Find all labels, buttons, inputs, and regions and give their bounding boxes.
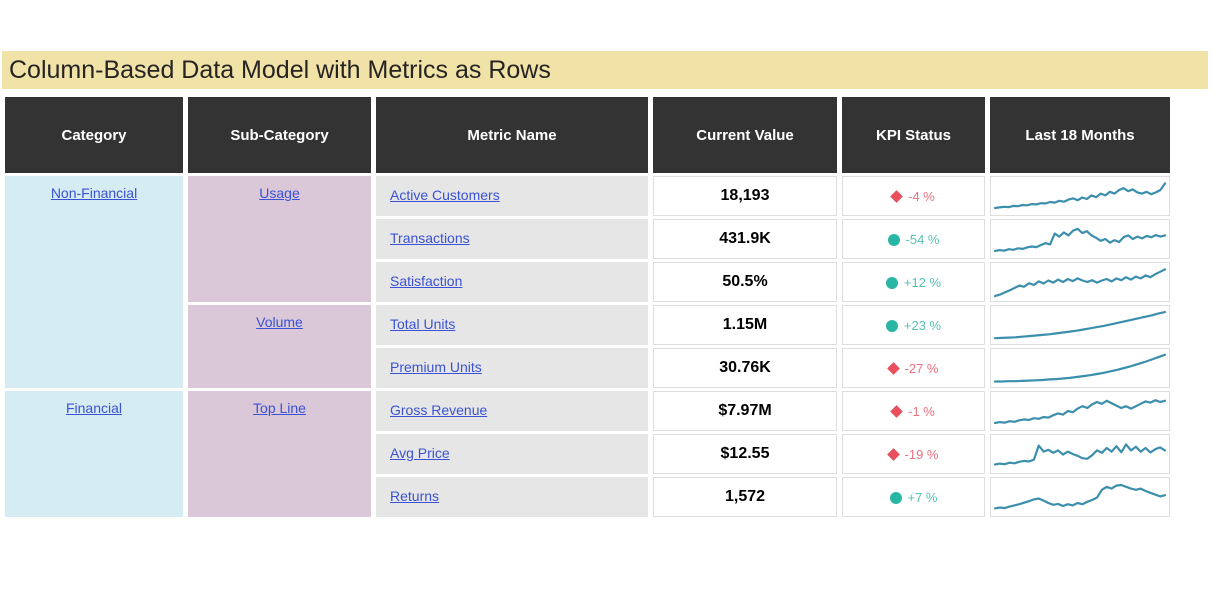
metric-cell: Gross Revenue — [376, 391, 648, 431]
kpi-diamond-icon — [890, 404, 903, 418]
column-header-kpi-status: KPI Status — [842, 97, 985, 173]
kpi-change-text: -4 % — [908, 188, 935, 204]
current-value-cell: 18,193 — [653, 176, 837, 216]
current-value-cell: $7.97M — [653, 391, 837, 431]
kpi-change-text: -27 % — [904, 360, 939, 376]
metric-link-gross-revenue[interactable]: Gross Revenue — [390, 402, 488, 418]
metric-cell: Total Units — [376, 305, 648, 345]
sparkline-chart — [993, 268, 1167, 298]
table-row: Financial Top Line Gross Revenue $7.97M -1 % — [5, 391, 1170, 517]
kpi-diamond-icon — [886, 447, 900, 461]
sparkline-chart — [993, 443, 1167, 466]
column-header-category: Category — [5, 97, 183, 173]
kpi-change-text: +23 % — [903, 317, 942, 333]
metrics-table: Category Sub-Category Metric Name Current V… — [0, 94, 1175, 520]
kpi-circle-icon — [889, 491, 902, 504]
metric-link-active-customers[interactable]: Active Customers — [390, 187, 500, 203]
table-row: Returns 1,572 +7 % — [5, 477, 1170, 517]
kpi-status-cell: -1 % — [842, 391, 985, 431]
table-row: Satisfaction 50.5% +12 % — [5, 262, 1170, 302]
sparkline-cell — [990, 262, 1170, 302]
subcategory-cell-usage: Usage — [188, 176, 371, 302]
category-link-financial[interactable]: Financial — [65, 400, 123, 416]
kpi-status-cell: +12 % — [842, 262, 985, 302]
table-body: Non-Financial Usage Active Customers 18,193… — [5, 176, 1170, 517]
sparkline-cell — [990, 391, 1170, 431]
sparkline-cell — [990, 219, 1170, 259]
sparkline-cell — [990, 434, 1170, 474]
visual-title: Column-Based Data Model with Metrics as … — [2, 51, 1208, 89]
sparkline-cell — [990, 305, 1170, 345]
current-value-cell: 1.15M — [653, 305, 837, 345]
metric-link-returns[interactable]: Returns — [390, 488, 440, 504]
current-value-cell: $12.55 — [653, 434, 837, 474]
column-header-metric-name: Metric Name — [376, 97, 648, 173]
kpi-change-text: -54 % — [905, 231, 940, 247]
header-row: Category Sub-Category Metric Name Current V… — [5, 97, 1170, 173]
current-value-cell: 1,572 — [653, 477, 837, 517]
subcategory-link-top-line[interactable]: Top Line — [253, 400, 306, 416]
metric-cell: Returns — [376, 477, 648, 517]
kpi-status-cell: -54 % — [842, 219, 985, 259]
kpi-diamond-icon — [890, 189, 903, 203]
kpi-change-text: +12 % — [903, 274, 942, 290]
metric-cell: Avg Price — [376, 434, 648, 474]
sparkline-chart — [993, 182, 1167, 210]
kpi-status-cell: +23 % — [842, 305, 985, 345]
sparkline-chart — [993, 353, 1167, 383]
metric-link-avg-price[interactable]: Avg Price — [390, 445, 450, 461]
table-header: Category Sub-Category Metric Name Current V… — [5, 97, 1170, 173]
metric-cell: Satisfaction — [376, 262, 648, 302]
sparkline-cell — [990, 176, 1170, 216]
kpi-status-cell: -27 % — [842, 348, 985, 388]
kpi-status-cell: -19 % — [842, 434, 985, 474]
column-header-last-18-months: Last 18 Months — [990, 97, 1170, 173]
column-header-sub-category: Sub-Category — [188, 97, 371, 173]
kpi-diamond-icon — [886, 361, 900, 375]
column-header-current-value: Current Value — [653, 97, 837, 173]
subcategory-cell-volume: Volume — [188, 305, 371, 388]
sparkline-cell — [990, 477, 1170, 517]
category-cell-financial: Financial — [5, 391, 183, 517]
kpi-change-text: -19 % — [904, 446, 939, 462]
sparkline-chart — [993, 310, 1167, 340]
kpi-change-text: -1 % — [908, 403, 935, 419]
category-link-non-financial[interactable]: Non-Financial — [50, 185, 138, 201]
kpi-status-cell: +7 % — [842, 477, 985, 517]
metric-cell: Premium Units — [376, 348, 648, 388]
subcategory-link-volume[interactable]: Volume — [256, 314, 303, 330]
sparkline-chart — [993, 399, 1167, 425]
kpi-change-text: +7 % — [907, 489, 938, 505]
current-value-cell: 431.9K — [653, 219, 837, 259]
table-row: Volume Total Units 1.15M +23 % — [5, 305, 1170, 388]
table-row: Avg Price $12.55 -19 % — [5, 434, 1170, 474]
category-cell-non-financial: Non-Financial — [5, 176, 183, 388]
metric-link-transactions[interactable]: Transactions — [390, 230, 470, 246]
kpi-circle-icon — [887, 233, 900, 246]
sparkline-chart — [993, 227, 1167, 253]
metric-link-satisfaction[interactable]: Satisfaction — [390, 273, 463, 289]
sparkline-chart — [993, 483, 1167, 510]
subcategory-link-usage[interactable]: Usage — [259, 185, 300, 201]
table-row: Premium Units 30.76K -27 % — [5, 348, 1170, 388]
metric-cell: Transactions — [376, 219, 648, 259]
sparkline-cell — [990, 348, 1170, 388]
metric-cell: Active Customers — [376, 176, 648, 216]
current-value-cell: 30.76K — [653, 348, 837, 388]
table-row: Transactions 431.9K -54 % — [5, 219, 1170, 259]
kpi-circle-icon — [885, 319, 898, 332]
kpi-status-cell: -4 % — [842, 176, 985, 216]
metric-link-total-units[interactable]: Total Units — [390, 316, 456, 332]
kpi-circle-icon — [885, 276, 898, 289]
current-value-cell: 50.5% — [653, 262, 837, 302]
table-row: Non-Financial Usage Active Customers 18,193… — [5, 176, 1170, 388]
metric-link-premium-units[interactable]: Premium Units — [390, 359, 482, 375]
subcategory-cell-top-line: Top Line — [188, 391, 371, 517]
